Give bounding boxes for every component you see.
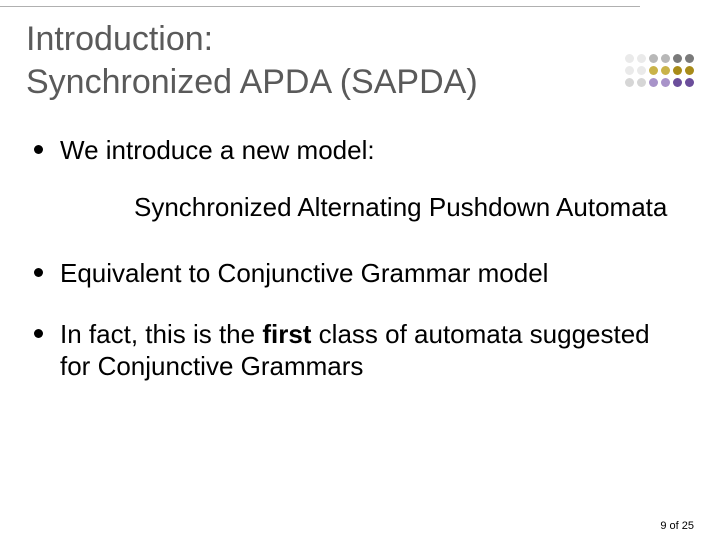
- decor-dot-2: [649, 54, 658, 63]
- title-line-1: Introduction:: [26, 18, 556, 61]
- decor-dot-16: [673, 78, 682, 87]
- decor-dot-10: [673, 66, 682, 75]
- decor-dot-14: [649, 78, 658, 87]
- slide: Introduction: Synchronized APDA (SAPDA) …: [0, 6, 720, 540]
- bullet-list: We introduce a new model: Synchronized A…: [26, 134, 686, 383]
- decor-dot-1: [637, 54, 646, 63]
- page-number: 9 of 25: [660, 520, 694, 532]
- decor-dot-15: [661, 78, 670, 87]
- decor-dot-0: [625, 54, 634, 63]
- title-block: Introduction: Synchronized APDA (SAPDA): [26, 18, 556, 103]
- decor-dot-7: [637, 66, 646, 75]
- bullet-3-pre: In fact, this is the: [60, 319, 262, 349]
- title-underline: [0, 6, 640, 7]
- title-line-2: Synchronized APDA (SAPDA): [26, 61, 556, 104]
- decor-dot-4: [673, 54, 682, 63]
- content-area: We introduce a new model: Synchronized A…: [26, 134, 686, 411]
- bullet-1-text: We introduce a new model:: [60, 135, 375, 165]
- corner-decor: [625, 54, 694, 87]
- bullet-1: We introduce a new model: Synchronized A…: [26, 134, 686, 223]
- bullet-3-bold: first: [262, 319, 311, 349]
- bullet-2: Equivalent to Conjunctive Grammar model: [26, 257, 686, 290]
- decor-dot-5: [685, 54, 694, 63]
- decor-dot-17: [685, 78, 694, 87]
- decor-dot-11: [685, 66, 694, 75]
- decor-dot-6: [625, 66, 634, 75]
- bullet-1-sub: Synchronized Alternating Pushdown Automa…: [134, 191, 686, 224]
- decor-dot-9: [661, 66, 670, 75]
- decor-dot-3: [661, 54, 670, 63]
- decor-dot-12: [625, 78, 634, 87]
- decor-dot-8: [649, 66, 658, 75]
- decor-dot-13: [637, 78, 646, 87]
- bullet-3: In fact, this is the first class of auto…: [26, 318, 686, 383]
